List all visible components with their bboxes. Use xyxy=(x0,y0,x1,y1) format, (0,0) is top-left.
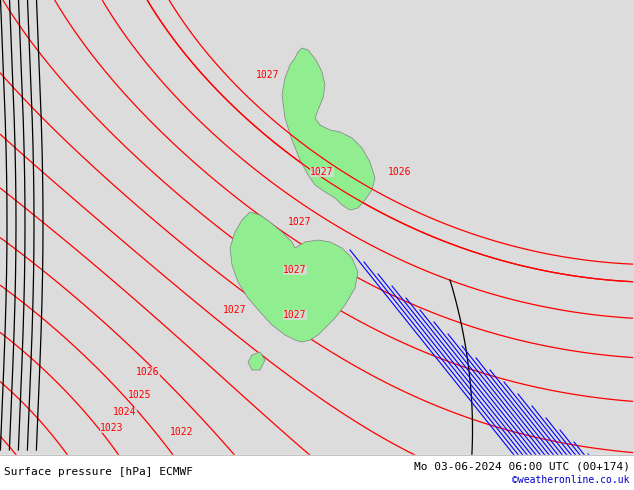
Text: 1022: 1022 xyxy=(171,427,194,437)
Text: 1027: 1027 xyxy=(283,310,307,320)
Polygon shape xyxy=(230,212,358,342)
Polygon shape xyxy=(248,352,265,370)
Bar xyxy=(0,455,634,490)
Text: 1027: 1027 xyxy=(283,265,307,275)
Text: 1026: 1026 xyxy=(136,367,160,377)
Text: 1025: 1025 xyxy=(128,390,152,400)
Text: 1027: 1027 xyxy=(256,70,280,80)
Text: 1027: 1027 xyxy=(310,167,333,177)
Text: Surface pressure [hPa] ECMWF: Surface pressure [hPa] ECMWF xyxy=(4,467,193,477)
Text: 1024: 1024 xyxy=(113,407,137,417)
Text: 1026: 1026 xyxy=(388,167,411,177)
Text: 1027: 1027 xyxy=(223,305,247,315)
Text: Mo 03-06-2024 06:00 UTC (00+174): Mo 03-06-2024 06:00 UTC (00+174) xyxy=(414,461,630,471)
Polygon shape xyxy=(282,48,375,210)
Text: 1023: 1023 xyxy=(100,423,124,433)
Text: 1027: 1027 xyxy=(288,217,312,227)
Text: ©weatheronline.co.uk: ©weatheronline.co.uk xyxy=(512,475,630,485)
